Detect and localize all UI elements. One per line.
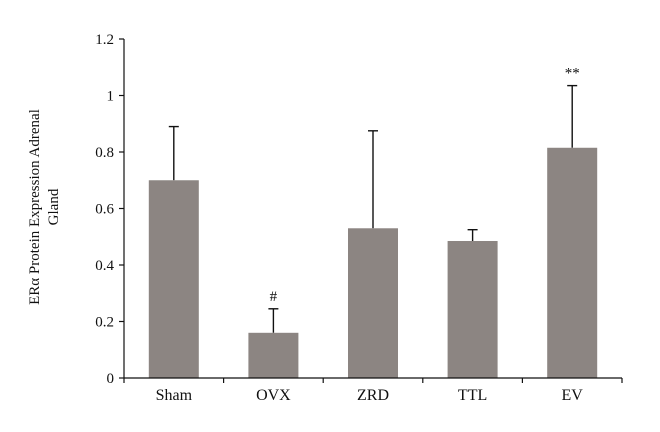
x-tick-label: Sham: [156, 387, 193, 404]
y-tick-label: 1.2: [95, 32, 114, 48]
bar: [148, 180, 199, 378]
y-tick-label: 0.6: [95, 202, 114, 218]
bar: [547, 147, 598, 378]
y-tick-label: 0: [107, 371, 115, 387]
x-tick-label: OVX: [256, 387, 291, 404]
y-tick-label: 1: [107, 89, 115, 105]
bar: [348, 228, 398, 378]
y-tick-label: 0.4: [95, 258, 114, 274]
plot-area: Sham # OVX ZRD TTL ** EV 0 0.2 0.4 0.6 0.8 1 1.2: [95, 32, 623, 404]
x-tick-label: TTL: [458, 387, 487, 404]
y-tick-label: 0.8: [95, 145, 114, 161]
bar: [248, 332, 299, 378]
y-axis-title-line-2: Gland: [46, 188, 62, 225]
y-axis-title-line-1: ERα Protein Expression Adrenal: [27, 109, 43, 305]
significance-annotation: #: [270, 289, 278, 305]
y-axis-title: ERα Protein Expression Adrenal Gland: [27, 109, 62, 305]
y-tick-label: 0.2: [95, 315, 114, 331]
bar: [447, 240, 498, 378]
x-tick-label: EV: [562, 387, 584, 404]
x-tick-label: ZRD: [357, 387, 389, 404]
significance-annotation: **: [565, 66, 580, 82]
